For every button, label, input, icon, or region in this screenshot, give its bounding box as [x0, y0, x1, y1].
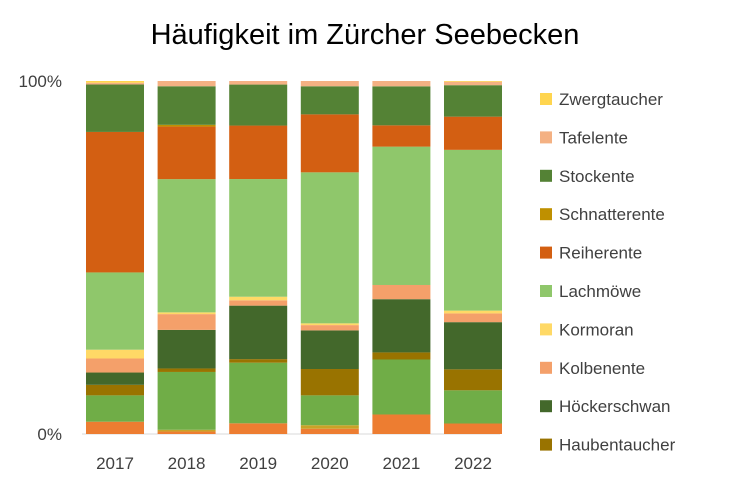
bar-segment-2021-5 [372, 284, 431, 300]
legend-swatch-1 [540, 131, 552, 144]
legend-label-3: Schnatterente [559, 205, 665, 224]
bar-segment-2018-6 [157, 312, 216, 315]
bar-segment-2017-0 [86, 421, 144, 434]
bar-segment-2017-8 [86, 131, 144, 273]
y-axis: 100% 0% [19, 72, 62, 444]
bar-segment-2021-8 [372, 125, 431, 147]
bar-segment-2022-6 [444, 310, 502, 314]
legend-label-5: Lachmöwe [559, 282, 641, 301]
bar-segment-2021-2 [372, 359, 431, 415]
bar-segment-2019-7 [229, 179, 288, 297]
bar-segment-2018-9 [157, 124, 216, 127]
bar-segment-2018-0 [157, 431, 216, 434]
bar-segment-2018-4 [157, 329, 216, 369]
legend-swatch-4 [540, 246, 552, 259]
bar-segment-2017-3 [86, 384, 144, 396]
bar-segment-2021-4 [372, 299, 431, 353]
bar-segment-2017-10 [86, 84, 144, 132]
bar-segment-2019-3 [229, 359, 288, 363]
bar-segment-2020-2 [300, 395, 359, 426]
bar-segment-2018-1 [157, 429, 216, 432]
bar-segment-2019-2 [229, 362, 288, 424]
bar-segment-2018-3 [157, 368, 216, 372]
legend-label-2: Stockente [559, 167, 635, 186]
bar-segment-2018-10 [157, 86, 216, 125]
legend-label-8: Höckerschwan [559, 397, 671, 416]
bar-segment-2018-8 [157, 126, 216, 180]
legend-label-1: Tafelente [559, 128, 628, 147]
legend: Zwergtaucher Tafelente Stockente Schnattere… [540, 90, 676, 455]
legend-swatch-8 [540, 400, 552, 413]
x-tick-label-2022: 2022 [454, 454, 492, 473]
bar-segment-2022-8 [444, 116, 502, 150]
bar-segment-2018-7 [157, 179, 216, 313]
chart-title: Häufigkeit im Zürcher Seebecken [151, 19, 580, 51]
bar-segment-2020-3 [300, 369, 359, 396]
bar-segment-2021-11 [372, 81, 431, 87]
legend-label-0: Zwergtaucher [559, 90, 663, 109]
bar-segment-2022-4 [444, 322, 502, 370]
bar-segment-2020-11 [300, 81, 359, 87]
bar-segment-2020-8 [300, 114, 359, 173]
legend-label-6: Kormoran [559, 320, 634, 339]
bar-segment-2017-5 [86, 358, 144, 373]
legend-swatch-9 [540, 438, 552, 451]
bar-segment-2019-10 [229, 84, 288, 126]
bar-segment-2021-3 [372, 352, 431, 360]
bar-segment-2022-3 [444, 369, 502, 391]
legend-swatch-2 [540, 169, 552, 182]
bar-segment-2022-5 [444, 313, 502, 323]
x-tick-label-2020: 2020 [311, 454, 349, 473]
bar-segment-2019-6 [229, 296, 288, 301]
bar-segment-2020-10 [300, 86, 359, 115]
bar-segment-2020-5 [300, 325, 359, 331]
legend-swatch-7 [540, 361, 552, 374]
bar-segment-2022-10 [444, 85, 502, 117]
bar-segment-2022-0 [444, 423, 502, 434]
bar-segment-2017-6 [86, 349, 144, 359]
bars-group [86, 81, 502, 434]
legend-label-4: Reiherente [559, 244, 642, 263]
bar-segment-2021-7 [372, 146, 431, 285]
bar-segment-2020-4 [300, 330, 359, 370]
bar-segment-2019-0 [229, 423, 288, 434]
bar-segment-2021-10 [372, 86, 431, 126]
bar-segment-2020-7 [300, 172, 359, 324]
y-tick-label-min: 0% [37, 425, 62, 444]
bar-segment-2017-12 [86, 81, 144, 83]
legend-label-7: Kolbenente [559, 359, 645, 378]
bar-segment-2018-5 [157, 314, 216, 330]
bar-segment-2022-12 [444, 81, 502, 82]
x-axis-labels: 2017 2018 2019 2020 2021 2022 [96, 454, 492, 473]
legend-label-9: Haubentaucher [559, 436, 676, 455]
x-tick-label-2019: 2019 [239, 454, 277, 473]
bar-segment-2020-1 [300, 425, 359, 429]
bar-segment-2020-6 [300, 323, 359, 326]
legend-swatch-3 [540, 208, 552, 221]
bar-segment-2017-2 [86, 395, 144, 422]
bar-segment-2018-2 [157, 371, 216, 430]
bar-segment-2018-11 [157, 81, 216, 87]
x-tick-label-2018: 2018 [168, 454, 206, 473]
legend-swatch-5 [540, 285, 552, 297]
bar-segment-2022-11 [444, 81, 502, 86]
bar-segment-2019-8 [229, 125, 288, 180]
bar-segment-2019-4 [229, 305, 288, 360]
bar-segment-2022-7 [444, 149, 502, 311]
bar-segment-2021-0 [372, 414, 431, 434]
bar-segment-2019-11 [229, 81, 288, 85]
bar-segment-2019-5 [229, 300, 288, 306]
bar-segment-2017-4 [86, 372, 144, 385]
bar-segment-2017-7 [86, 272, 144, 350]
legend-swatch-0 [540, 93, 552, 105]
x-tick-label-2017: 2017 [96, 454, 134, 473]
bar-segment-2020-0 [300, 428, 359, 434]
bar-segment-2017-11 [86, 82, 144, 85]
y-tick-label-max: 100% [19, 72, 62, 91]
legend-swatch-6 [540, 323, 552, 336]
bar-segment-2022-2 [444, 390, 502, 424]
x-tick-label-2021: 2021 [382, 454, 420, 473]
